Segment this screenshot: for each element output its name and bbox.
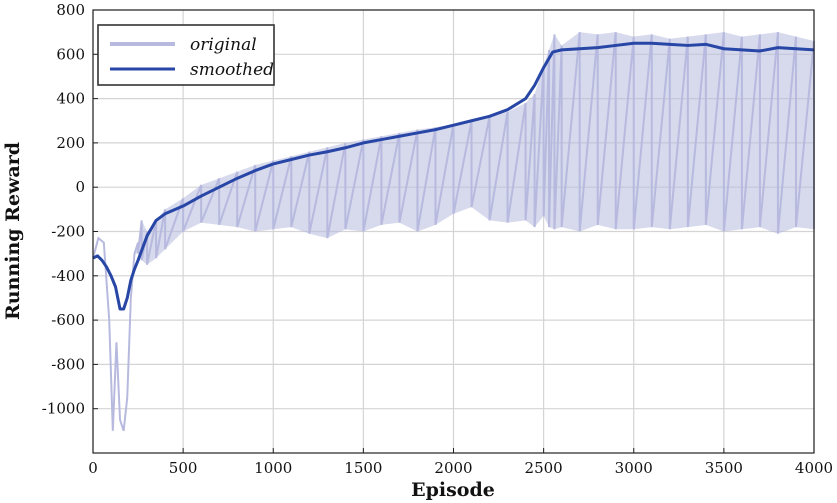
y-tick-label: -400 xyxy=(51,267,85,285)
x-tick-label: 3500 xyxy=(705,459,743,477)
x-tick-label: 3000 xyxy=(615,459,653,477)
legend: original smoothed xyxy=(97,24,275,86)
y-tick-label: 0 xyxy=(75,178,85,196)
x-tick-label: 1500 xyxy=(344,459,382,477)
tick-labels: 0 500 1000 1500 2000 2500 3000 3500 4000-1000-80… xyxy=(42,1,833,477)
y-axis-title: Running Reward xyxy=(2,142,24,320)
x-tick-label: 500 xyxy=(169,459,198,477)
x-tick-label: 1000 xyxy=(254,459,292,477)
y-tick-label: -800 xyxy=(51,355,85,373)
x-tick-label: 2000 xyxy=(434,459,472,477)
series-original-line xyxy=(92,32,815,432)
y-tick-label: 600 xyxy=(56,45,85,63)
x-tick-label: 2500 xyxy=(525,459,563,477)
series-smoothed-line xyxy=(92,41,815,311)
y-tick-label: 200 xyxy=(56,134,85,152)
x-tick-label: 4000 xyxy=(795,459,833,477)
series-layer xyxy=(92,32,815,432)
legend-label-smoothed: smoothed xyxy=(190,60,274,80)
legend-box xyxy=(97,24,275,86)
y-tick-label: -200 xyxy=(51,223,85,241)
legend-label-original: original xyxy=(190,35,257,55)
x-tick-label: 0 xyxy=(88,459,98,477)
y-tick-label: -600 xyxy=(51,311,85,329)
y-tick-label: 800 xyxy=(56,1,85,19)
y-tick-label: -1000 xyxy=(42,400,85,418)
y-tick-label: 400 xyxy=(56,90,85,108)
x-axis-title: Episode xyxy=(411,479,495,501)
